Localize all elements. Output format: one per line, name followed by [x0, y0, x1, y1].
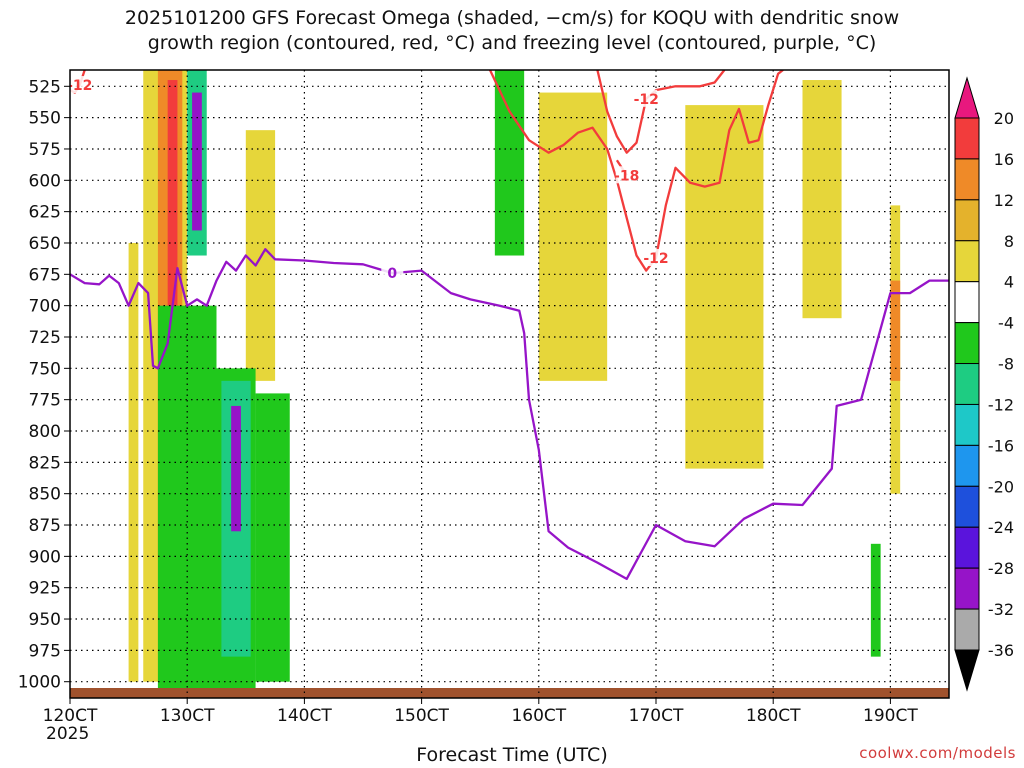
x-tick-sublabel: 2025: [46, 724, 89, 744]
x-tick-label-4: 160CT: [511, 706, 566, 726]
colorbar-bin-11: [954, 567, 980, 610]
colorbar-cap-top: [954, 76, 980, 119]
omega-region-13: [538, 92, 608, 381]
omega-shading-layer: [128, 70, 901, 695]
omega-region-14: [685, 105, 764, 469]
omega-region-15: [802, 80, 842, 319]
x-axis-ticks: 120CT 130CT 140CT 150CT 160CT 170CT 180CT 190CT…: [43, 698, 918, 744]
x-tick-label-0: 120CT: [43, 706, 98, 726]
x-tick-label-7: 190CT: [863, 706, 918, 726]
contour-layer: -12 -12 -12 -18 0: [67, 70, 949, 581]
y-axis-ticks: 525 550 575 600 625 650 675 700 725 750 775 800 825 8…: [18, 77, 70, 693]
source-credit: coolwx.com/models: [859, 744, 1016, 762]
x-tick-label-6: 180CT: [746, 706, 801, 726]
omega-region-3: [167, 80, 178, 406]
colorbar-bin-12: [954, 608, 980, 651]
colorbar-label-12: -32: [988, 600, 1014, 619]
y-tick-label-950: 950: [29, 610, 61, 630]
omega-region-0: [128, 242, 139, 682]
colorbar-label-5: -4: [998, 314, 1014, 333]
contour-label-bg-0-0: [381, 264, 404, 282]
contour-label--12-1: -12: [67, 78, 92, 94]
colorbar-label-1: 16: [994, 150, 1014, 169]
y-tick-label-725: 725: [29, 328, 61, 348]
y-tick-label-550: 550: [29, 109, 61, 129]
plot-frame: [69, 69, 950, 699]
y-tick-label-850: 850: [29, 485, 61, 505]
contour-label--18-0: -18: [614, 168, 639, 184]
y-tick-label-525: 525: [29, 77, 61, 97]
omega-region-11: [231, 405, 241, 532]
grid-layer: [70, 70, 949, 698]
colorbar-bin-10: [954, 526, 980, 569]
chart-title: 2025101200 GFS Forecast Omega (shaded, −…: [0, 6, 1024, 56]
x-tick-label-5: 170CT: [629, 706, 684, 726]
colorbar-label-3: 8: [1004, 232, 1014, 251]
colorbar-bin-1: [954, 158, 980, 201]
omega-region-9: [192, 92, 202, 231]
y-tick-label-700: 700: [29, 297, 61, 317]
colorbar-label-8: -16: [988, 436, 1014, 455]
colorbar-legend: 20 16 12 8 4 -4 -8 -12 -16 -20 -24 -28 -32 -36: [954, 76, 1014, 692]
y-tick-label-875: 875: [29, 516, 61, 536]
x-tick-label-1: 130CT: [160, 706, 215, 726]
contour-label--12-2: -12: [634, 92, 659, 108]
y-tick-label-775: 775: [29, 391, 61, 411]
colorbar-label-13: -36: [988, 641, 1014, 660]
contour-label-bg--18-0: [615, 166, 638, 184]
omega-region-7: [255, 393, 290, 682]
colorbar-label-11: -28: [988, 559, 1014, 578]
colorbar-bin-0: [954, 117, 980, 160]
contour-label--12-0: -12: [643, 251, 668, 267]
colorbar-bin-8: [954, 444, 980, 487]
y-tick-label-800: 800: [29, 422, 61, 442]
chart-title-line-1: 2025101200 GFS Forecast Omega (shaded, −…: [124, 7, 900, 29]
omega-region-18: [870, 543, 881, 657]
omega-region-17: [890, 280, 901, 381]
terrain-strip: [70, 688, 949, 698]
colorbar-bin-6: [954, 363, 980, 405]
y-tick-label-575: 575: [29, 140, 61, 160]
y-tick-label-675: 675: [29, 265, 61, 285]
chart-title-line-2: growth region (contoured, red, °C) and f…: [147, 32, 877, 54]
contour-label-0-0: 0: [387, 266, 397, 282]
colorbar-bin-3: [954, 240, 980, 283]
y-tick-label-650: 650: [29, 234, 61, 254]
y-tick-label-975: 975: [29, 641, 61, 661]
colorbar-label-4: 4: [1004, 273, 1014, 292]
colorbar-label-7: -12: [988, 395, 1014, 414]
colorbar-bin-5: [954, 322, 980, 365]
colorbar-label-6: -8: [998, 355, 1014, 374]
colorbar-bin-9: [954, 485, 980, 528]
y-tick-label-600: 600: [29, 171, 61, 191]
y-tick-label-825: 825: [29, 453, 61, 473]
contour-label-bg--12-1: [70, 76, 91, 94]
colorbar-bin-2: [954, 199, 980, 242]
colorbar-label-10: -24: [988, 518, 1014, 537]
contour-label-bg--12-2: [635, 89, 658, 107]
colorbar-label-9: -20: [988, 477, 1014, 496]
colorbar-bin-4: [954, 281, 980, 324]
colorbar-label-0: 20: [994, 109, 1014, 128]
x-tick-label-2: 140CT: [277, 706, 332, 726]
x-axis-label: Forecast Time (UTC): [416, 744, 608, 766]
colorbar-label-2: 12: [994, 191, 1014, 210]
y-tick-label-1000: 1000: [18, 673, 61, 693]
omega-region-12: [494, 70, 525, 256]
y-tick-label-900: 900: [29, 547, 61, 567]
y-tick-label-625: 625: [29, 203, 61, 223]
x-tick-label-3: 150CT: [394, 706, 449, 726]
y-tick-label-925: 925: [29, 579, 61, 599]
y-tick-label-750: 750: [29, 359, 61, 379]
terrain-layer: [70, 688, 949, 698]
contour-label-bg--12-0: [645, 249, 667, 267]
colorbar-cap-bottom: [954, 649, 980, 692]
colorbar-bin-7: [954, 403, 980, 446]
